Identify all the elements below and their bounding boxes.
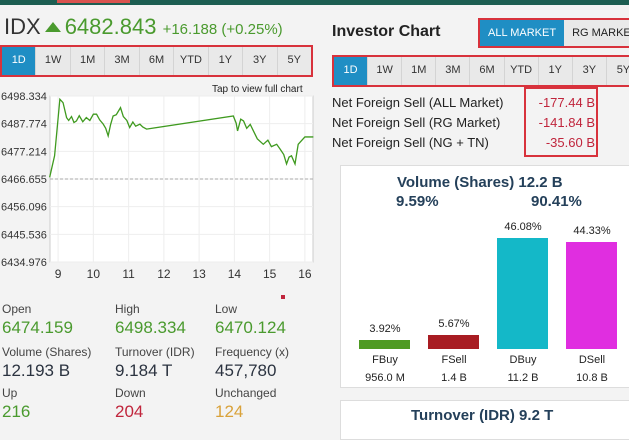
market-toggle: ALL MARKET RG MARKET	[478, 18, 629, 48]
stat-label: Unchanged	[215, 386, 277, 400]
bar-fsell[interactable]	[428, 335, 479, 349]
net-foreign-value: -141.84 B	[538, 115, 595, 130]
bar-name: FBuy	[372, 354, 398, 366]
index-header: IDX 6482.843 +16.188 (+0.25%)	[4, 14, 283, 40]
top-bar	[0, 0, 629, 5]
foreign-pct: 9.59%	[396, 193, 439, 210]
turnover-card: Turnover (IDR) 9.2 T	[340, 400, 629, 440]
domestic-pct: 90.41%	[531, 193, 582, 210]
x-tick-label: 13	[192, 267, 206, 281]
bar-pct-label: 3.92%	[369, 322, 401, 335]
highlight-box	[524, 87, 598, 157]
net-foreign-value: -35.60 B	[545, 135, 595, 150]
bar-amount: 10.8 B	[576, 372, 608, 384]
stat-value: 6470.124	[215, 318, 286, 337]
page-dot	[281, 295, 285, 299]
active-tab-indicator	[57, 0, 130, 3]
stat-label: Open	[2, 302, 32, 316]
index-line-chart[interactable]: 6498.334 6487.774 6477.214 6466.655 6456.096…	[0, 88, 320, 288]
stat-value: 204	[115, 402, 144, 421]
period-1d[interactable]: 1D	[334, 57, 369, 85]
stat-label: Volume (Shares)	[2, 345, 92, 359]
y-tick-label: 6498.334	[1, 91, 47, 103]
period-3y[interactable]: 3Y	[243, 47, 278, 75]
net-foreign-label: Net Foreign Sell (ALL Market)	[332, 95, 504, 110]
rg-market-button[interactable]: RG MARKET	[572, 27, 629, 39]
y-tick-label: 6487.774	[1, 119, 47, 131]
stat-label: Up	[2, 386, 18, 400]
stat-value: 124	[215, 402, 244, 421]
volume-card: Volume (Shares) 12.2 B 9.59% 90.41% 3.92…	[340, 165, 629, 388]
bar-name: DBuy	[509, 354, 537, 366]
period-1m[interactable]: 1M	[402, 57, 437, 85]
bar-dbuy[interactable]	[497, 237, 548, 349]
period-1d[interactable]: 1D	[2, 47, 37, 75]
net-foreign-value: -177.44 B	[538, 95, 595, 110]
stat-label: High	[115, 302, 140, 316]
period-ytd[interactable]: YTD	[174, 47, 209, 75]
period-1m[interactable]: 1M	[71, 47, 106, 75]
all-market-button[interactable]: ALL MARKET	[480, 20, 565, 46]
tap-hint[interactable]: Tap to view full chart	[212, 84, 303, 95]
period-1w[interactable]: 1W	[36, 47, 71, 75]
x-tick-label: 16	[298, 267, 312, 281]
y-tick-label: 6434.976	[1, 257, 47, 269]
bar-pct-label: 46.08%	[504, 220, 542, 233]
period-3m[interactable]: 3M	[105, 47, 140, 75]
x-tick-label: 14	[228, 267, 242, 281]
stat-value: 6498.334	[115, 318, 186, 337]
stat-value: 12.193 B	[2, 361, 71, 380]
x-tick-label: 10	[87, 267, 101, 281]
stat-label: Low	[215, 302, 238, 316]
period-6m[interactable]: 6M	[140, 47, 175, 75]
period-5y[interactable]: 5Y	[287, 54, 301, 66]
stat-value: 216	[2, 402, 31, 421]
y-tick-label: 6456.096	[1, 202, 47, 214]
stat-value: 9.184 T	[115, 361, 173, 380]
stat-label: Frequency (x)	[215, 345, 290, 359]
period-1y[interactable]: 1Y	[209, 47, 244, 75]
price-line	[49, 97, 314, 178]
period-3m[interactable]: 3M	[436, 57, 471, 85]
index-name: IDX	[4, 14, 41, 39]
x-tick-label: 15	[263, 267, 277, 281]
investor-chart-title: Investor Chart	[332, 23, 441, 40]
volume-title: Volume (Shares) 12.2 B	[397, 174, 563, 191]
bar-amount: 956.0 M	[365, 372, 405, 384]
period-1y[interactable]: 1Y	[539, 57, 573, 85]
bar-name: FSell	[441, 354, 467, 366]
stat-label: Down	[115, 386, 146, 400]
period-3y[interactable]: 3Y	[573, 57, 607, 85]
period-5y[interactable]: 5Y	[616, 64, 629, 76]
y-tick-label: 6466.655	[1, 174, 47, 186]
x-tick-label: 9	[55, 267, 62, 281]
bar-pct-label: 44.33%	[573, 225, 611, 238]
period-6m[interactable]: 6M	[470, 57, 505, 85]
turnover-title: Turnover (IDR) 9.2 T	[411, 407, 554, 424]
index-change: +16.188 (+0.25%)	[162, 21, 283, 38]
stat-label: Turnover (IDR)	[115, 345, 195, 359]
period-selector: 1D 1W 1M 3M 6M YTD 1Y 3Y 5Y	[0, 45, 313, 77]
bar-amount: 11.2 B	[507, 372, 539, 384]
stat-value: 457,780	[215, 361, 277, 380]
net-foreign-label: Net Foreign Sell (NG + TN)	[332, 135, 489, 150]
y-tick-label: 6445.536	[1, 229, 47, 241]
period-1w[interactable]: 1W	[368, 57, 403, 85]
bar-dsell[interactable]	[566, 242, 617, 349]
x-tick-label: 11	[122, 267, 135, 281]
investor-period-selector: 1D 1W 1M 3M 6M YTD 1Y 3Y 5Y	[332, 55, 629, 87]
bar-name: DSell	[578, 354, 606, 366]
bar-pct-label: 5.67%	[438, 318, 470, 331]
bar-amount: 1.4 B	[441, 372, 467, 384]
net-foreign-label: Net Foreign Sell (RG Market)	[332, 115, 501, 130]
x-tick-label: 12	[157, 267, 171, 281]
period-ytd[interactable]: YTD	[505, 57, 539, 85]
up-arrow-icon	[44, 21, 61, 32]
bar-fbuy[interactable]	[359, 339, 410, 349]
index-value: 6482.843	[64, 14, 157, 39]
stat-value: 6474.159	[2, 318, 73, 337]
y-tick-label: 6477.214	[1, 146, 47, 158]
